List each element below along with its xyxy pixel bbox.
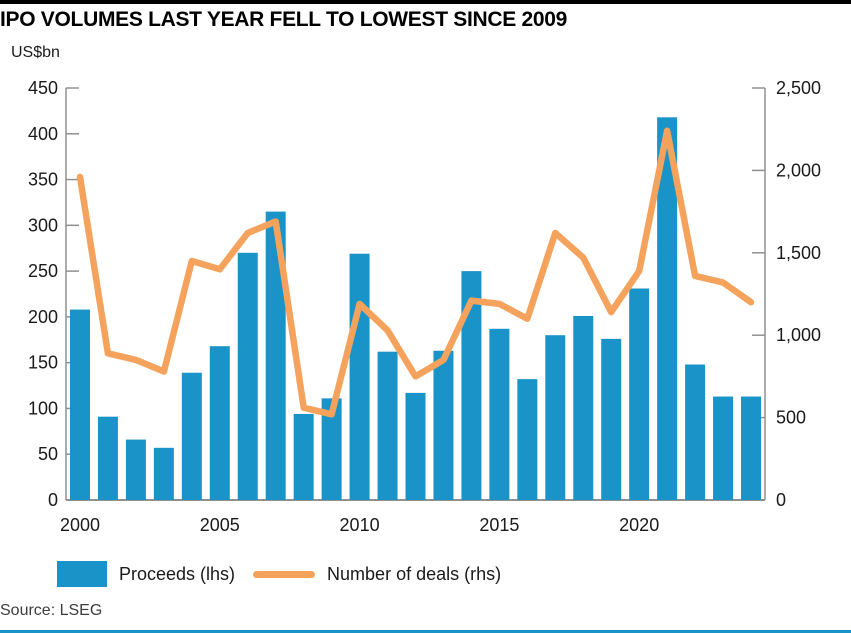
- proceeds-bar: [657, 117, 678, 500]
- proceeds-bar: [685, 364, 706, 500]
- bottom-blue-rule: [0, 630, 851, 633]
- proceeds-bar: [405, 392, 426, 500]
- left-axis-tick-label: 50: [38, 444, 58, 464]
- deals-legend-label: Number of deals (rhs): [327, 563, 502, 584]
- x-axis-tick-label: 2005: [200, 515, 240, 535]
- deals-line: [76, 127, 755, 418]
- proceeds-bar: [489, 328, 510, 500]
- left-axis-tick-label: 300: [28, 215, 58, 235]
- proceeds-bar: [517, 379, 538, 500]
- x-axis-tick-label: 2000: [60, 515, 100, 535]
- proceeds-bar: [265, 211, 286, 500]
- deals-legend-line-swatch: [253, 570, 316, 578]
- proceeds-bar: [153, 447, 174, 500]
- x-axis-tick-label: 2020: [619, 515, 659, 535]
- top-black-rule: [0, 0, 851, 4]
- proceeds-bar: [573, 315, 594, 500]
- proceeds-bar: [181, 372, 202, 500]
- right-axis-tick-label: 1,000: [776, 325, 821, 345]
- proceeds-bar: [629, 288, 650, 500]
- proceeds-bar: [349, 253, 370, 500]
- right-axis-tick-label: 500: [776, 408, 806, 428]
- chart-title: IPO VOLUMES LAST YEAR FELL TO LOWEST SIN…: [0, 8, 567, 31]
- right-axis-tick-label: 2,000: [776, 160, 821, 180]
- legend: Proceeds (lhs) Number of deals (rhs): [57, 558, 501, 590]
- left-axis-tick-label: 150: [28, 353, 58, 373]
- left-axis-tick-label: 100: [28, 398, 58, 418]
- proceeds-bar: [741, 396, 762, 500]
- left-axis-tick-label: 0: [48, 490, 58, 510]
- proceeds-bar: [209, 346, 230, 500]
- source-note: Source: LSEG: [0, 602, 103, 619]
- proceeds-bar: [461, 271, 482, 500]
- proceeds-bar: [377, 351, 398, 500]
- proceeds-legend-swatch: [57, 561, 107, 587]
- proceeds-bar: [69, 309, 90, 500]
- left-axis-tick-label: 200: [28, 307, 58, 327]
- x-axis-tick-label: 2010: [340, 515, 380, 535]
- right-axis-tick-label: 0: [776, 490, 786, 510]
- proceeds-bar: [713, 396, 734, 500]
- proceeds-bar: [293, 413, 314, 500]
- proceeds-bar: [601, 338, 622, 500]
- proceeds-bar: [97, 416, 118, 500]
- x-axis-tick-label: 2015: [479, 515, 519, 535]
- proceeds-bar: [237, 252, 258, 500]
- right-axis-tick-label: 2,500: [776, 78, 821, 98]
- proceeds-bar: [545, 335, 566, 500]
- left-axis-tick-label: 350: [28, 170, 58, 190]
- left-axis-tick-label: 250: [28, 261, 58, 281]
- left-axis-tick-label: 450: [28, 78, 58, 98]
- left-axis-unit-label: US$bn: [11, 44, 60, 61]
- proceeds-bar: [433, 350, 454, 500]
- proceeds-bar: [321, 398, 342, 500]
- right-axis-tick-label: 1,500: [776, 243, 821, 263]
- proceeds-bar: [125, 439, 146, 500]
- proceeds-legend-label: Proceeds (lhs): [119, 563, 236, 584]
- left-axis-tick-label: 400: [28, 124, 58, 144]
